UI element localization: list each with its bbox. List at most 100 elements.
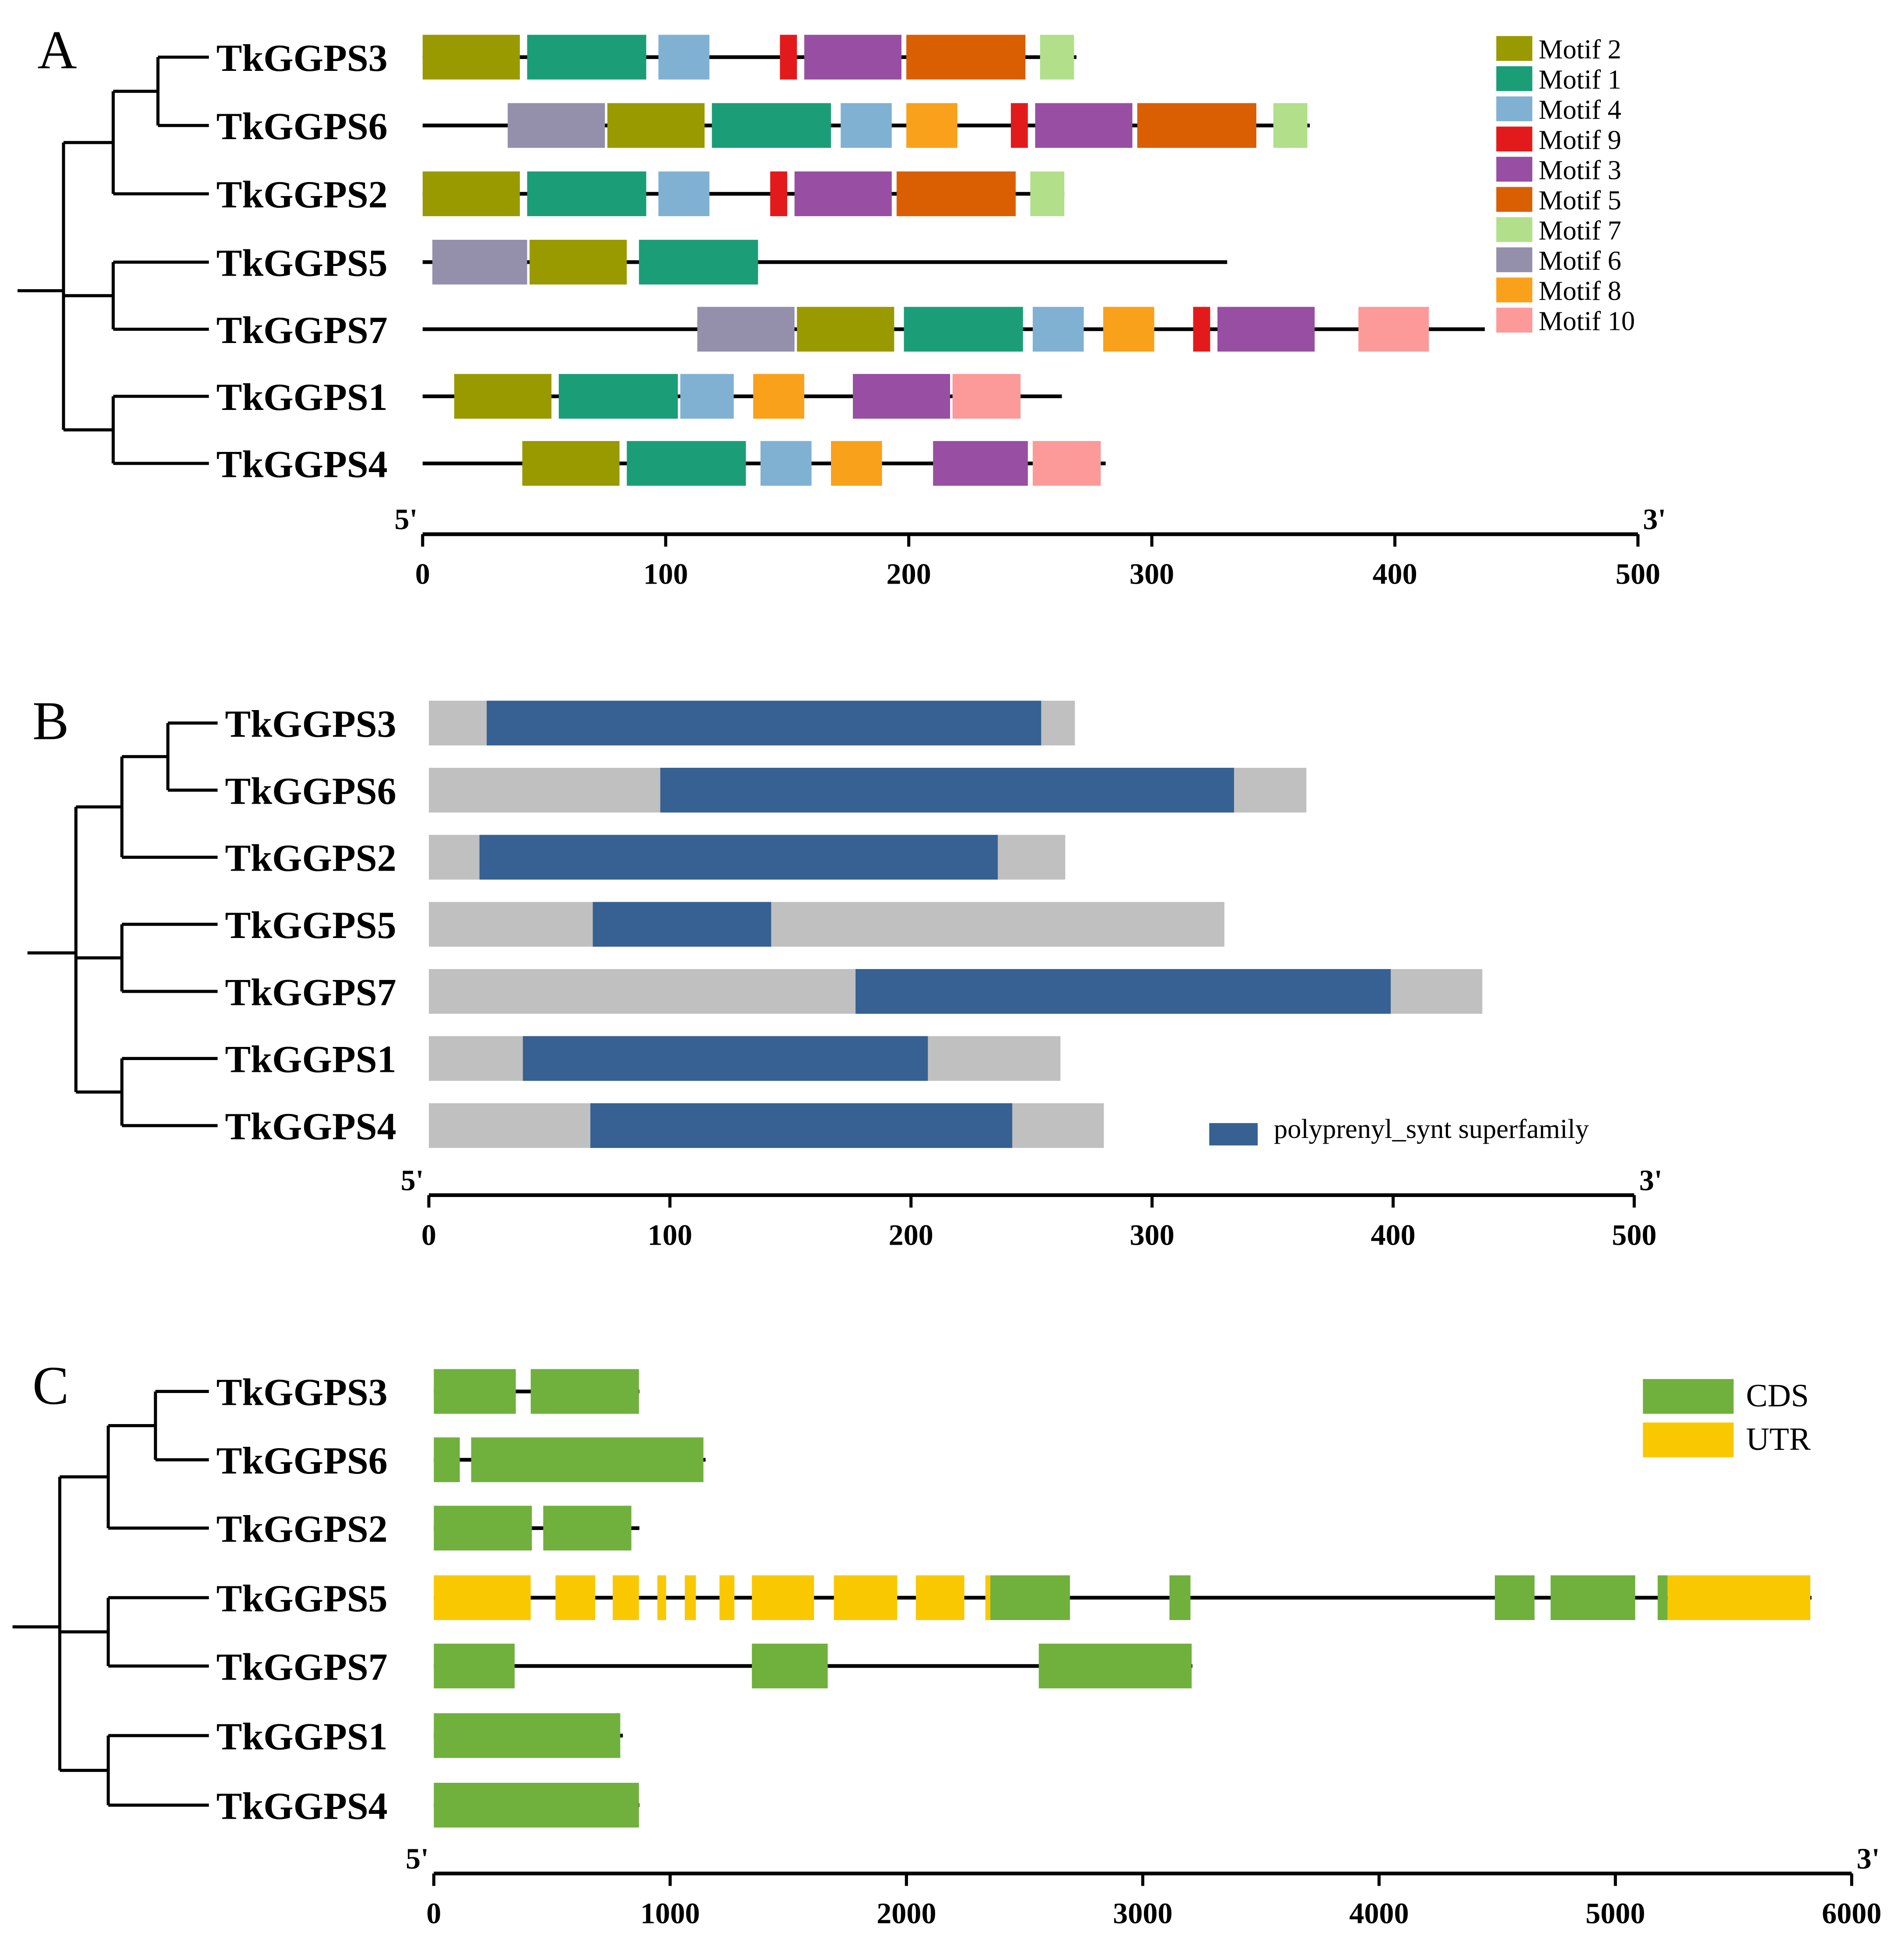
gene-row-TkGGPS2: TkGGPS2 <box>225 835 1066 880</box>
gene-label: TkGGPS1 <box>216 1715 387 1758</box>
legend-label: Motif 2 <box>1539 34 1621 64</box>
gene-row-TkGGPS7: TkGGPS7 <box>216 1643 1192 1689</box>
legend-swatch <box>1496 126 1532 152</box>
tick-label: 0 <box>421 1218 436 1251</box>
tick-label: 300 <box>1129 557 1174 591</box>
gene-row-TkGGPS3: TkGGPS3 <box>225 700 1075 746</box>
motif-motif-5 <box>896 171 1016 217</box>
feature-cds <box>1495 1575 1535 1620</box>
legend-swatch <box>1496 157 1532 182</box>
motif-motif-3 <box>794 171 892 217</box>
motif-motif-7 <box>1273 103 1308 148</box>
domain-polyprenyl-synt <box>522 1036 928 1081</box>
scale-axis: 0 100 200 300 400 500 5' 3' <box>394 503 1666 591</box>
motif-motif-1 <box>527 35 646 80</box>
motif-motif-3 <box>804 35 902 80</box>
motif-motif-8 <box>1103 307 1154 352</box>
phylogenetic-tree <box>12 1390 209 1807</box>
gene-row-TkGGPS7: TkGGPS7 <box>216 307 1485 352</box>
gene-row-TkGGPS5: TkGGPS5 <box>225 902 1224 947</box>
tick-label: 1000 <box>640 1897 700 1930</box>
motif-motif-6 <box>508 103 605 148</box>
legend-swatch <box>1496 308 1532 333</box>
motif-motif-4 <box>841 103 892 148</box>
motif-motif-1 <box>627 441 746 486</box>
legend: polyprenyl_synt superfamily <box>1209 1113 1589 1146</box>
tick-label: 2000 <box>877 1897 936 1930</box>
gene-row-TkGGPS5: TkGGPS5 <box>216 1575 1812 1620</box>
gene-row-TkGGPS3: TkGGPS3 <box>216 35 1076 80</box>
gene-row-TkGGPS6: TkGGPS6 <box>216 1437 706 1482</box>
motif-motif-3 <box>1217 307 1315 352</box>
gene-label: TkGGPS4 <box>216 1785 387 1827</box>
feature-utr <box>657 1575 666 1620</box>
gene-label: TkGGPS6 <box>225 770 396 812</box>
motif-motif-8 <box>753 374 804 419</box>
feature-cds <box>990 1575 1070 1620</box>
motif-motif-4 <box>658 35 710 80</box>
panel-C: C TkGGPS3 TkGGPS6 TkGGPS2 TkGGPS5 TkGGPS7 TkGG… <box>12 1356 1882 1930</box>
feature-utr <box>985 1575 991 1620</box>
domain-polyprenyl-synt <box>660 767 1234 813</box>
gene-row-TkGGPS4: TkGGPS4 <box>225 1103 1104 1148</box>
motif-motif-1 <box>904 307 1023 352</box>
motif-motif-6 <box>697 307 795 352</box>
legend-label: Motif 1 <box>1539 64 1621 94</box>
tick-label: 100 <box>643 557 688 591</box>
gene-label: TkGGPS7 <box>216 309 387 352</box>
feature-cds <box>752 1643 828 1689</box>
panel-A: A TkGGPS3 TkGGPS6 TkGGPS2 TkGGPS5 TkGGPS7 TkGG… <box>18 20 1666 591</box>
gene-row-TkGGPS7: TkGGPS7 <box>225 969 1483 1014</box>
feature-cds <box>1550 1575 1635 1620</box>
motif-motif-2 <box>522 441 620 486</box>
gene-label: TkGGPS6 <box>216 105 387 148</box>
feature-cds <box>434 1782 639 1828</box>
motif-motif-2 <box>454 374 552 419</box>
motif-motif-9 <box>1010 103 1028 148</box>
gene-label: TkGGPS5 <box>216 242 387 284</box>
gene-label: TkGGPS4 <box>216 443 387 486</box>
legend-swatch <box>1496 36 1532 61</box>
motif-motif-1 <box>712 103 831 148</box>
scale-axis: 0 100 200 300 400 500 5' 3' <box>401 1163 1662 1251</box>
tick-label: 400 <box>1371 1218 1415 1251</box>
axis-end-label: 3' <box>1643 503 1666 536</box>
motif-motif-2 <box>797 307 894 352</box>
feature-cds <box>471 1437 704 1482</box>
legend-swatch <box>1496 96 1532 122</box>
legend-label: Motif 6 <box>1539 245 1621 276</box>
legend-swatch <box>1209 1123 1258 1146</box>
legend-label: polyprenyl_synt superfamily <box>1274 1113 1589 1144</box>
legend-label: Motif 5 <box>1539 185 1621 215</box>
gene-row-TkGGPS4: TkGGPS4 <box>216 441 1106 486</box>
tick-label: 3000 <box>1113 1897 1172 1930</box>
feature-cds <box>434 1437 460 1482</box>
motif-motif-2 <box>607 103 705 148</box>
feature-cds <box>1658 1575 1668 1620</box>
motif-motif-1 <box>527 171 646 217</box>
panel-letter: A <box>37 20 77 80</box>
gene-label: TkGGPS1 <box>216 376 387 419</box>
motif-motif-1 <box>639 240 758 285</box>
motif-motif-9 <box>770 171 787 217</box>
axis-start-label: 5' <box>406 1842 429 1875</box>
motif-motif-4 <box>680 374 734 419</box>
motif-motif-7 <box>1030 171 1065 217</box>
gene-row-TkGGPS2: TkGGPS2 <box>216 1505 640 1550</box>
motif-motif-7 <box>1040 35 1074 80</box>
motif-motif-5 <box>906 35 1026 80</box>
protein-bar <box>428 902 1224 947</box>
gene-row-TkGGPS5: TkGGPS5 <box>216 240 1227 284</box>
legend-swatch <box>1496 187 1532 212</box>
gene-row-TkGGPS1: TkGGPS1 <box>216 1713 623 1758</box>
phylogenetic-tree <box>27 721 218 1127</box>
motif-motif-8 <box>906 103 957 148</box>
legend-label: Motif 7 <box>1539 215 1621 245</box>
panel-letter: B <box>32 691 69 752</box>
axis-start-label: 5' <box>401 1163 424 1197</box>
axis-end-label: 3' <box>1639 1163 1662 1197</box>
motif-motif-5 <box>1137 103 1256 148</box>
tick-label: 5000 <box>1585 1897 1645 1930</box>
